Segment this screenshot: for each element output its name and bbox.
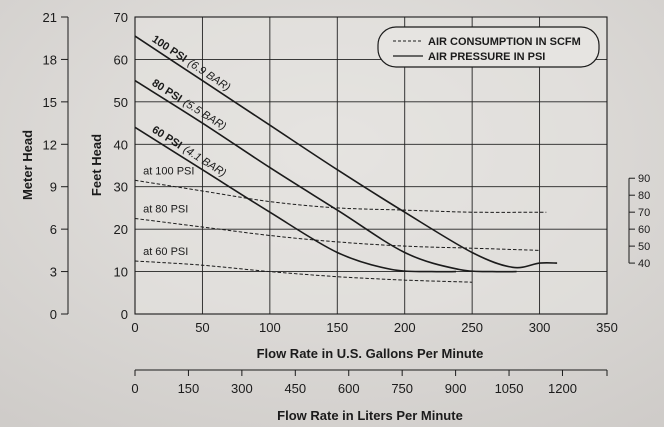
y-tick-label: 20	[114, 222, 128, 237]
legend-air-pressure: AIR PRESSURE IN PSI	[428, 51, 545, 63]
bottom-axis-tick-label: 300	[231, 381, 253, 396]
y-tick-label: 40	[114, 137, 128, 152]
bottom-axis-title: Flow Rate in Liters Per Minute	[277, 408, 463, 423]
legend: AIR CONSUMPTION IN SCFM AIR PRESSURE IN …	[377, 26, 600, 68]
air-consumption-label: at 60 PSI	[143, 246, 188, 258]
pressure-curve-line	[134, 35, 558, 269]
y-tick-label: 30	[114, 180, 128, 195]
left-axis-tick-label: 0	[50, 307, 57, 322]
curves	[134, 35, 558, 283]
left-axis-title: Meter Head	[20, 130, 35, 200]
air-consumption-curve-line	[134, 218, 540, 251]
air-consumption-curve-line	[134, 179, 547, 213]
pressure-curve-line	[134, 79, 517, 273]
pressure-curve-line	[134, 126, 457, 273]
x-tick-label: 250	[461, 320, 483, 335]
left-axis-tick-label: 9	[50, 180, 57, 195]
legend-air-consumption: AIR CONSUMPTION IN SCFM	[428, 36, 581, 48]
legend-box	[377, 26, 600, 68]
left-axis-tick-label: 3	[50, 265, 57, 280]
x-tick-label: 150	[326, 320, 348, 335]
right-axis-tick-label: 60	[638, 224, 650, 236]
x-tick-label: 50	[195, 320, 209, 335]
left-axis-tick-label: 18	[43, 52, 57, 67]
bottom-axis-tick-label: 150	[178, 381, 200, 396]
plot-frame	[134, 16, 608, 315]
right-axis-tick-label: 70	[638, 207, 650, 219]
right-axis-tick-label: 90	[638, 173, 650, 185]
bottom-axis-tick-label: 450	[284, 381, 306, 396]
air-consumption-label: at 80 PSI	[143, 204, 188, 216]
y-tick-label: 60	[114, 52, 128, 67]
bottom-axis-tick-label: 0	[131, 381, 138, 396]
air-consumption-label: at 100 PSI	[143, 165, 194, 177]
y-tick-label: 70	[114, 10, 128, 25]
x-tick-label: 0	[131, 320, 138, 335]
x-tick-label: 200	[394, 320, 416, 335]
bottom-axis-tick-label: 1200	[548, 381, 577, 396]
right-axis-tick-label: 50	[638, 241, 650, 253]
bottom-axis-tick-label: 1050	[495, 381, 524, 396]
left-axis-tick-label: 12	[43, 137, 57, 152]
x-axis-title: Flow Rate in U.S. Gallons Per Minute	[257, 346, 484, 361]
left-axis-tick-label: 6	[50, 222, 57, 237]
right-axis-tick-label: 80	[638, 190, 650, 202]
air-consumption-curve-line	[134, 260, 473, 283]
left-axis-tick-label: 15	[43, 95, 57, 110]
x-tick-label: 350	[596, 320, 618, 335]
x-tick-label: 100	[259, 320, 281, 335]
bottom-axis-tick-label: 900	[445, 381, 467, 396]
x-tick-label: 300	[529, 320, 551, 335]
y-axis-title: Feet Head	[89, 134, 104, 196]
left-axis-tick-label: 21	[43, 10, 57, 25]
bottom-axis-tick-label: 600	[338, 381, 360, 396]
axes: 0 50 100 150 200 250 300 3500102030405060700369…	[43, 10, 651, 396]
bottom-axis-tick-label: 750	[391, 381, 413, 396]
right-axis-tick-label: 40	[638, 258, 650, 270]
y-tick-label: 50	[114, 95, 128, 110]
y-tick-label: 0	[121, 307, 128, 322]
y-tick-label: 10	[114, 265, 128, 280]
